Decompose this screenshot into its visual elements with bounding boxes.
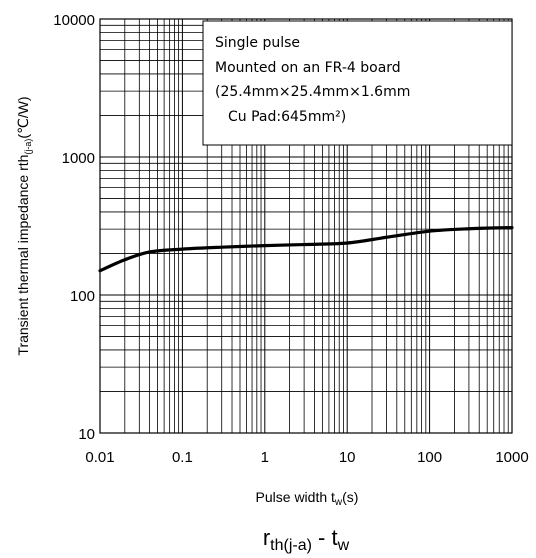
x-axis-label-unit: (s) — [342, 489, 358, 505]
x-tick-label: 0.1 — [172, 449, 193, 466]
caption-mid: - t — [312, 525, 338, 550]
series-line-1 — [98, 225, 514, 273]
y-axis-label-sub: (j-a) — [23, 139, 33, 155]
y-tick-label: 10 — [78, 426, 95, 443]
annotation-box: Single pulse Mounted on an FR-4 board (2… — [202, 20, 513, 146]
x-tick-label: 10 — [339, 449, 356, 466]
chart-series — [98, 225, 514, 273]
caption-main: r — [263, 525, 270, 550]
y-tick-label: 100 — [70, 288, 95, 305]
y-axis-label: Transient thermal impedance rth(j-a)(℃/W… — [15, 96, 33, 355]
y-axis-label-unit: (℃/W) — [15, 96, 31, 138]
annotation-line-3: (25.4mm×25.4mm×1.6mm — [215, 84, 410, 100]
caption-sub2: w — [337, 537, 350, 554]
x-tick-label: 1000 — [495, 449, 528, 466]
annotation-line-4: Cu Pad:645mm²) — [228, 109, 346, 125]
y-tick-label: 1000 — [62, 150, 95, 167]
annotation-line-2: Mounted on an FR-4 board — [215, 60, 401, 76]
y-axis-label-main: Transient thermal impedance rth — [15, 155, 31, 356]
y-tick-labels: 10 100 1000 10000 — [53, 12, 95, 443]
annotation-line-1: Single pulse — [215, 35, 300, 51]
x-tick-labels: 0.01 0.1 1 10 100 1000 — [85, 449, 528, 466]
x-tick-label: 100 — [417, 449, 442, 466]
chart-caption: rth(j-a) - tw — [263, 525, 350, 554]
x-axis-label-sub: w — [334, 497, 343, 508]
caption-sub: th(j-a) — [270, 537, 312, 554]
x-axis-label: Pulse width tw(s) — [256, 489, 359, 508]
y-tick-label: 10000 — [53, 12, 95, 29]
x-tick-label: 0.01 — [85, 449, 114, 466]
annotation-box-border — [202, 20, 513, 146]
x-tick-label: 1 — [261, 449, 269, 466]
x-axis-label-main: Pulse width t — [256, 489, 335, 505]
